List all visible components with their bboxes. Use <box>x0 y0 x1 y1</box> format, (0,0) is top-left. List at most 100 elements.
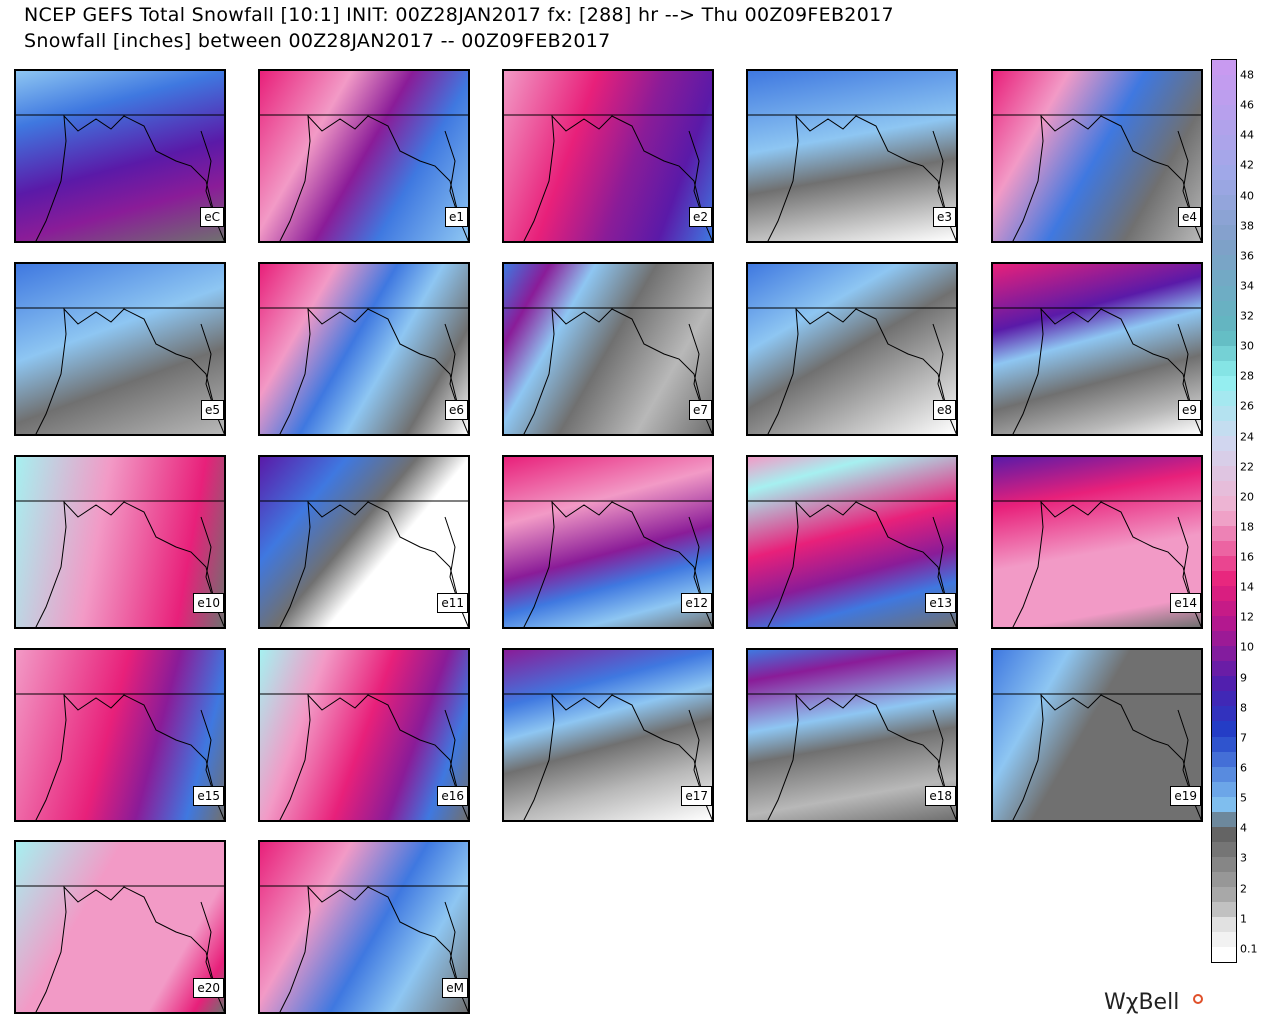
colorbar-frame <box>1211 59 1237 963</box>
state-border <box>1012 307 1201 434</box>
colorbar-cell <box>1212 691 1236 707</box>
colorbar-cell <box>1212 796 1236 813</box>
state-border <box>35 885 224 1012</box>
colorbar-cell <box>1212 541 1236 557</box>
colorbar-label: 2 <box>1240 882 1247 895</box>
colorbar-cell <box>1212 75 1236 91</box>
coastline <box>1177 709 1194 801</box>
state-border <box>35 693 224 820</box>
colorbar-label: 42 <box>1240 158 1254 172</box>
state-border <box>279 693 468 820</box>
colorbar-cell <box>1212 826 1236 843</box>
coastline <box>1177 130 1194 222</box>
colorbar-cell <box>1212 150 1236 166</box>
panel-label: e6 <box>444 400 468 420</box>
coastline <box>688 709 705 801</box>
state-border <box>35 500 224 627</box>
coastline <box>688 516 705 608</box>
map-panel: e13 <box>746 455 958 629</box>
map-outline <box>993 693 1201 820</box>
colorbar-label: 46 <box>1240 98 1254 112</box>
colorbar-cell <box>1212 495 1236 512</box>
colorbar-label: 12 <box>1240 610 1254 624</box>
coastline <box>444 709 461 801</box>
colorbar-label: 3 <box>1240 851 1247 865</box>
colorbar-cell <box>1212 225 1236 241</box>
panel-label: e4 <box>1177 207 1201 227</box>
colorbar-label: 24 <box>1240 430 1254 444</box>
panel-label: e11 <box>437 593 468 613</box>
colorbar-label: 38 <box>1240 219 1254 233</box>
map-panel: e5 <box>14 262 226 436</box>
coastline <box>200 709 217 801</box>
panel-label: eM <box>442 978 468 998</box>
colorbar-label: 34 <box>1240 279 1254 293</box>
colorbar-cell <box>1212 646 1236 662</box>
colorbar-label: 0.1 <box>1240 942 1258 956</box>
colorbar-cell <box>1212 706 1236 722</box>
colorbar-cell <box>1212 105 1236 121</box>
panel-label: e7 <box>688 400 712 420</box>
panel-label: e9 <box>1177 400 1201 420</box>
colorbar-cell <box>1212 841 1236 858</box>
coastline <box>932 130 949 222</box>
map-panel: e3 <box>746 69 958 243</box>
colorbar-cell <box>1212 480 1236 497</box>
colorbar-label: 44 <box>1240 128 1254 142</box>
panel-label: e8 <box>932 400 956 420</box>
colorbar-cell <box>1212 210 1236 226</box>
colorbar-label: 4 <box>1240 821 1247 835</box>
colorbar-cell <box>1212 946 1236 963</box>
coastline <box>932 709 949 801</box>
colorbar-label: 28 <box>1240 369 1254 383</box>
state-border <box>1012 114 1201 241</box>
map-outline <box>260 693 468 820</box>
map-outline <box>993 114 1201 241</box>
colorbar-cell <box>1212 285 1236 302</box>
state-border <box>279 307 468 434</box>
colorbar-cell <box>1212 856 1236 873</box>
map-outline <box>748 500 956 627</box>
logo-dot <box>1193 994 1203 1004</box>
panel-label: e10 <box>193 593 224 613</box>
colorbar-cell <box>1212 465 1236 482</box>
colorbar-label: 20 <box>1240 490 1254 504</box>
colorbar-cell <box>1212 631 1236 647</box>
colorbar-cell <box>1212 526 1236 542</box>
colorbar-cell <box>1212 811 1236 828</box>
state-border <box>35 307 224 434</box>
colorbar-cell <box>1212 916 1236 933</box>
map-outline <box>748 114 956 241</box>
state-border <box>35 114 224 241</box>
colorbar-cell <box>1212 721 1236 737</box>
map-outline <box>504 500 712 627</box>
map-outline <box>748 307 956 434</box>
panel-label: e15 <box>193 786 224 806</box>
colorbar-label: 16 <box>1240 550 1254 564</box>
colorbar-cell <box>1212 195 1236 211</box>
colorbar-cell <box>1212 390 1236 407</box>
colorbar-cell <box>1212 315 1236 332</box>
map-panel: e15 <box>14 648 226 822</box>
colorbar-label: 9 <box>1240 671 1247 685</box>
colorbar-cell <box>1212 511 1236 527</box>
colorbar-cell <box>1212 931 1236 948</box>
colorbar-cell <box>1212 556 1236 572</box>
colorbar-cell <box>1212 766 1236 783</box>
coastline <box>444 130 461 222</box>
coastline <box>932 516 949 608</box>
title: NCEP GEFS Total Snowfall [10:1] INIT: 00… <box>24 4 894 26</box>
map-outline <box>260 885 468 1012</box>
map-outline <box>748 693 956 820</box>
state-border <box>279 500 468 627</box>
coastline <box>444 901 461 993</box>
colorbar-cell <box>1212 345 1236 362</box>
colorbar-label: 5 <box>1240 791 1247 805</box>
colorbar-cell <box>1212 901 1236 918</box>
colorbar-cell <box>1212 435 1236 452</box>
panel-label: e12 <box>681 593 712 613</box>
panel-label: e2 <box>688 207 712 227</box>
colorbar-cell <box>1212 240 1236 256</box>
colorbar-cell <box>1212 751 1236 768</box>
coastline <box>1177 323 1194 415</box>
